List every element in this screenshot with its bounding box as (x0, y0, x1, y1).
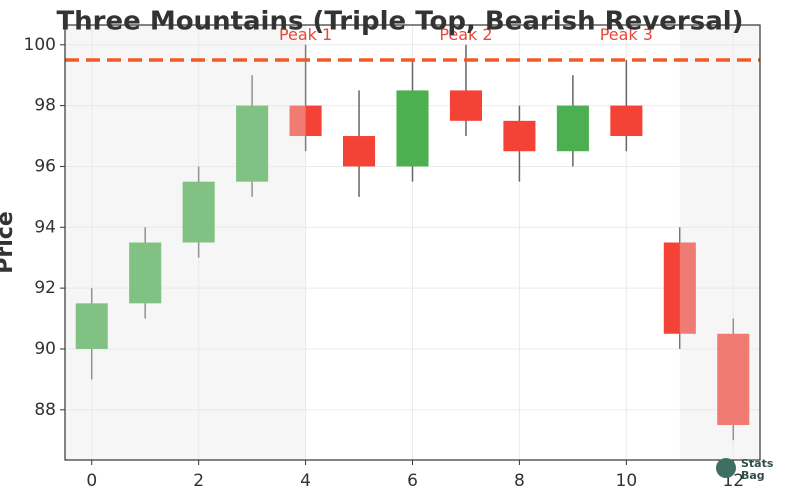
y-tick-label: 98 (34, 96, 56, 116)
candle-body (503, 120, 536, 152)
candle-body (182, 181, 215, 243)
x-tick-label: 0 (86, 471, 97, 491)
y-axis-label: Price (0, 211, 18, 273)
x-tick-label: 6 (407, 471, 418, 491)
candle-body (343, 136, 376, 167)
candle-body (236, 105, 269, 182)
candle-body (289, 105, 322, 137)
x-tick-label: 4 (300, 471, 311, 491)
x-tick-label: 2 (193, 471, 204, 491)
candle-body (449, 90, 482, 121)
candle-body (75, 303, 108, 349)
y-tick-label: 96 (34, 156, 56, 176)
logo-text: Stats (741, 457, 774, 470)
y-tick-label: 94 (34, 217, 56, 237)
candle-body (610, 105, 643, 137)
candle-body (396, 90, 429, 167)
y-tick-label: 100 (24, 35, 56, 55)
highlight-region (679, 25, 760, 460)
annotation: Peak 2 (439, 25, 492, 44)
y-tick-label: 92 (34, 278, 56, 298)
x-tick-label: 10 (616, 471, 638, 491)
candle-body (556, 105, 589, 152)
x-tick-label: 8 (514, 471, 525, 491)
annotation: Peak 3 (600, 25, 653, 44)
chart-title: Three Mountains (Triple Top, Bearish Rev… (56, 7, 743, 37)
highlight-region (65, 25, 306, 460)
candle-body (717, 333, 750, 426)
y-tick-label: 88 (34, 400, 56, 420)
y-tick-label: 90 (34, 339, 56, 359)
candle-body (129, 242, 162, 304)
candle-body (663, 242, 696, 334)
logo-icon (716, 458, 736, 478)
logo-text: Bag (741, 469, 765, 482)
annotation: Peak 1 (279, 25, 332, 44)
